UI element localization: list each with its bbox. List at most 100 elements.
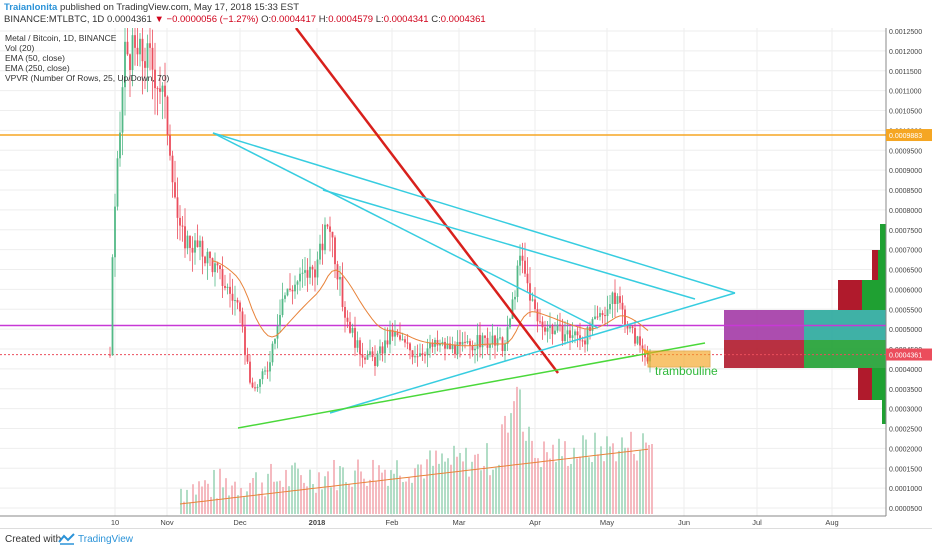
volume-bar [282,486,284,514]
volume-bar [423,478,425,514]
volume-bar [273,481,275,514]
price-chart[interactable]: Metal / Bitcoin, 1D, BINANCE Vol (20) EM… [0,28,932,528]
price-tick-label: 0.0009000 [889,168,922,175]
candle-body [134,35,136,48]
candle-body [304,270,306,273]
volume-bar [537,458,539,514]
volume-bar [381,472,383,514]
candle-body [584,340,586,345]
candle-body [361,354,364,358]
time-tick-label: Nov [160,518,174,527]
price-tick-label: 0.0000500 [889,506,922,513]
time-tick-label: Mar [453,518,466,527]
candle-body [564,334,566,342]
volume-bar [192,484,194,514]
candle-body [131,35,134,71]
volume-bar [483,465,485,514]
candle-body [609,303,611,310]
candle-body [311,266,314,270]
volume-bar [489,475,491,514]
candle-body [209,251,211,259]
volume-bar [528,426,530,514]
price-tick-label: 0.0004000 [889,367,922,374]
candle-body [244,326,246,356]
volume-bar [564,441,566,514]
time-tick-label: May [600,518,614,527]
candle-body [239,302,241,312]
volume-bar [288,486,290,514]
candle-body [329,226,331,232]
candle-body [121,87,124,133]
volume-bar [510,413,512,514]
author-name[interactable]: Traianlonita [4,2,58,13]
price-axis[interactable]: 0.0012500 0.0012000 0.0011500 0.0011000 0.00… [885,28,932,528]
volume-bar [558,438,560,514]
candle-body [549,325,551,328]
price-tick-label: 0.0012000 [889,49,922,56]
candle-body [356,340,359,348]
candle-body [439,343,441,346]
time-tick-label: Dec [233,518,247,527]
legend-vol: Vol (20) [5,43,34,53]
price-label-text: 0.0009883 [889,133,922,140]
price-tick-label: 0.0006000 [889,287,922,294]
volume-bar [222,487,224,514]
footer: Created with TradingView [0,528,932,551]
time-tick-label: Jun [678,518,690,527]
candle-body [171,155,174,183]
volume-bar [561,456,563,514]
tradingview-logo-icon[interactable] [58,532,76,549]
volume-bar [255,472,257,514]
price-tick-label: 0.0008500 [889,188,922,195]
price-tick-label: 0.0005500 [889,307,922,314]
candle-body [224,285,226,288]
volume-bar [507,432,509,514]
legend-ema250: EMA (250, close) [5,63,70,73]
candle-body [194,240,196,253]
candle-body [259,379,261,387]
legend-ema50: EMA (50, close) [5,53,65,63]
volume-bar [279,480,281,514]
volume-bar [402,482,404,514]
price-tick-label: 0.0001500 [889,466,922,473]
candle-body [446,343,449,349]
price-tick-label: 0.0006500 [889,268,922,275]
candle-body [514,296,516,300]
candle-body [179,217,181,226]
volume-bar [411,482,413,514]
time-axis[interactable]: 10 Nov Dec 2018 Feb Mar Apr May Jun Jul Aug [0,515,886,528]
volume-bar [414,468,416,514]
volume-bar [426,459,428,514]
candle-body [524,260,526,274]
volume-bar [570,463,572,514]
candle-body [499,337,501,339]
price-tick-label: 0.0002500 [889,427,922,434]
candle-body [321,243,324,251]
candle-body [351,328,354,333]
volume-bar [471,461,473,514]
candle-body [124,41,126,88]
volume-bar [351,486,353,514]
candle-body [254,387,256,389]
volume-bar [183,501,185,514]
candle-body [119,132,121,159]
candle-body [529,283,531,301]
candle-body [511,299,514,319]
candles [109,28,651,394]
volume-bar [315,492,317,514]
volume-bar [432,465,434,514]
open-value: 0.0004417 [271,14,317,25]
volume-bar [270,463,272,514]
tradingview-brand[interactable]: TradingView [78,534,134,545]
candle-body [274,338,276,344]
volume-bar [552,444,554,514]
candle-body [191,247,194,253]
candle-body [594,316,596,320]
candle-body [266,370,269,372]
candle-body [279,315,281,327]
candle-body [319,243,321,260]
volume-bar [405,481,407,514]
volume-bar [555,462,557,514]
vpvr-row [804,340,886,368]
candle-body [519,255,521,266]
